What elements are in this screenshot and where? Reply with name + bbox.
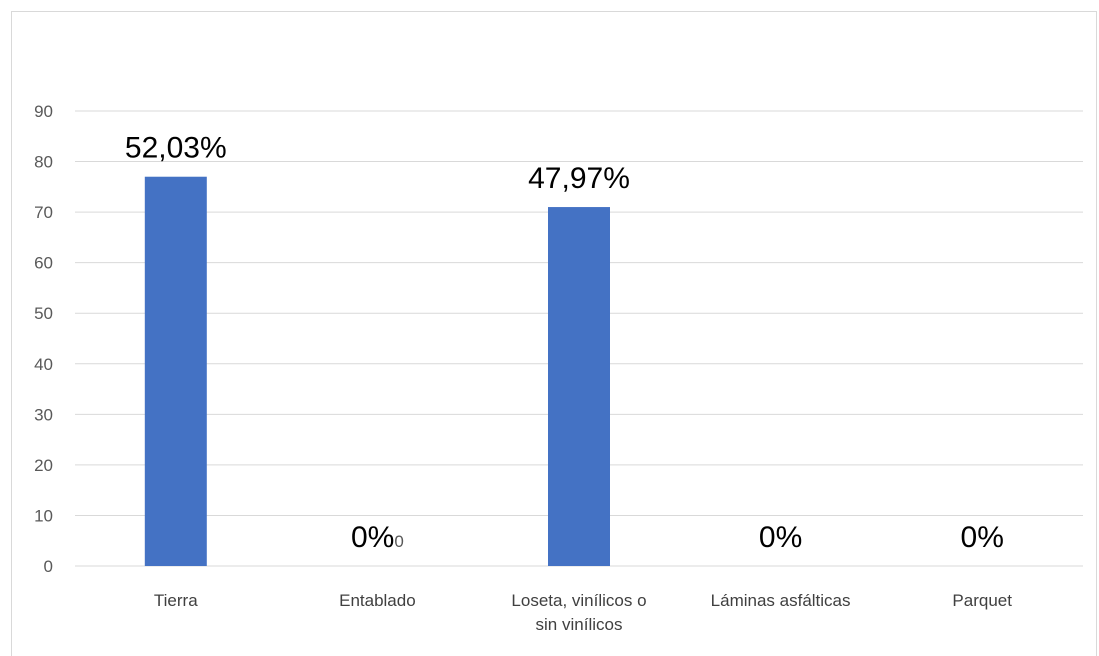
x-axis-categories: Tierra Entablado Loseta, vinílicos o sin vi… bbox=[154, 591, 1012, 634]
data-label-percent: 0% bbox=[961, 521, 1004, 554]
bars bbox=[144, 176, 610, 567]
bar-2 bbox=[548, 207, 610, 567]
data-labels: 52,03%0%047,97%0% 0% bbox=[125, 132, 1004, 554]
y-tick-label: 50 bbox=[34, 304, 53, 323]
y-tick-label: 20 bbox=[34, 456, 53, 475]
x-category-label-line: Tierra bbox=[154, 591, 198, 610]
y-tick-label: 60 bbox=[34, 254, 53, 273]
data-label-percent: 0% bbox=[759, 521, 802, 554]
y-tick-label: 70 bbox=[34, 203, 53, 222]
y-tick-label: 10 bbox=[34, 506, 53, 525]
y-tick-label: 0 bbox=[44, 557, 53, 576]
data-label-value: 0 bbox=[394, 532, 403, 551]
x-category-label-line: sin vinílicos bbox=[536, 615, 623, 634]
data-label-percent: 0% bbox=[351, 521, 394, 554]
data-label-percent: 52,03% bbox=[125, 132, 227, 165]
x-category-label: Loseta, vinílicos o sin vinílicos bbox=[511, 591, 646, 634]
x-category-label-line: Loseta, vinílicos o bbox=[511, 591, 646, 610]
x-category-label: Láminas asfálticas bbox=[711, 591, 851, 610]
data-label: 0% bbox=[961, 521, 1004, 554]
y-axis-ticks: 0 10 20 30 40 50 60 70 80 90 bbox=[34, 102, 53, 576]
x-category-label-line: Parquet bbox=[952, 591, 1012, 610]
y-tick-label: 40 bbox=[34, 355, 53, 374]
data-label: 0% bbox=[759, 521, 802, 554]
data-label: 0%0 bbox=[351, 521, 404, 554]
data-label-percent: 47,97% bbox=[528, 162, 630, 195]
bar-0 bbox=[144, 176, 207, 566]
data-label: 47,97% bbox=[528, 162, 630, 195]
data-label: 52,03% bbox=[125, 132, 227, 165]
x-category-label-line: Láminas asfálticas bbox=[711, 591, 851, 610]
y-tick-label: 90 bbox=[34, 102, 53, 121]
x-category-label: Parquet bbox=[952, 591, 1012, 610]
x-category-label: Entablado bbox=[339, 591, 416, 610]
y-tick-label: 30 bbox=[34, 405, 53, 424]
x-category-label: Tierra bbox=[154, 591, 198, 610]
y-tick-label: 80 bbox=[34, 153, 53, 172]
x-category-label-line: Entablado bbox=[339, 591, 416, 610]
